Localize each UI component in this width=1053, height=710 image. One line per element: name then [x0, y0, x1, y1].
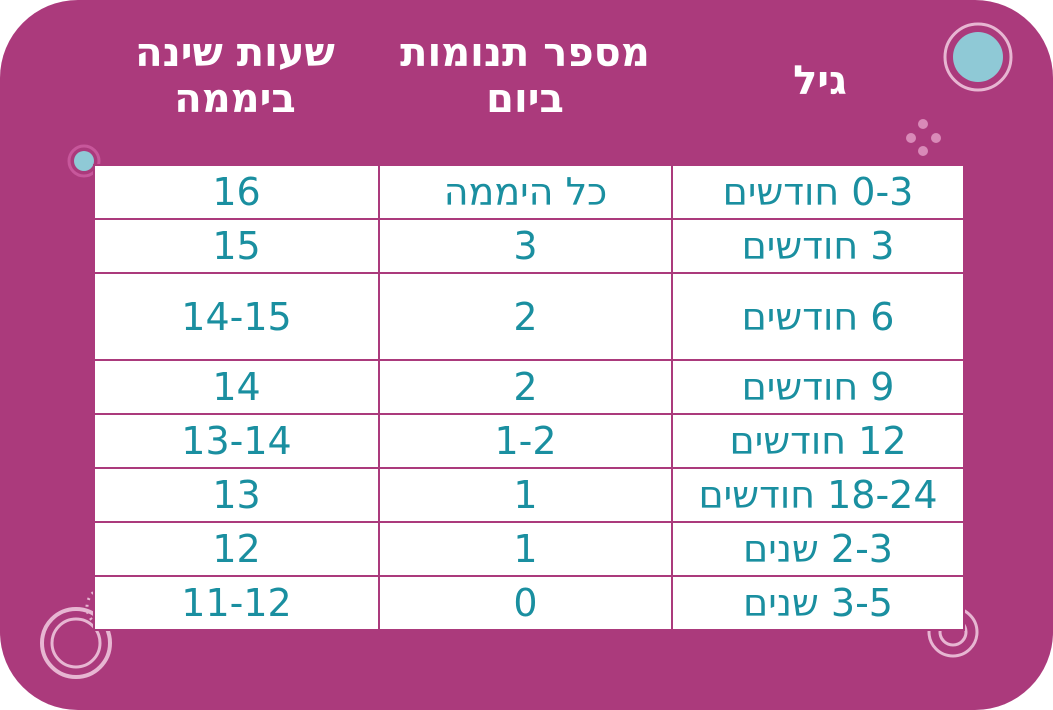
cell-hours: 13-14: [93, 413, 380, 469]
header-hours: שעות שינה ביממה: [135, 30, 335, 122]
cell-naps: 1: [378, 467, 673, 523]
cell-naps: 1: [378, 521, 673, 577]
cell-naps: 3: [378, 218, 673, 274]
cell-hours: 16: [93, 164, 380, 220]
cell-hours: 14: [93, 359, 380, 415]
cell-age: 0-3 חודשים: [671, 164, 965, 220]
cell-hours: 11-12: [93, 575, 380, 631]
cell-hours: 15: [93, 218, 380, 274]
table-row: 12 חודשים 1-2 13-14: [93, 413, 965, 469]
cell-age: 3-5 שנים: [671, 575, 965, 631]
header-naps: מספר תנומות ביום: [400, 30, 650, 122]
sleep-table: 0-3 חודשים כל היממה 16 3 חודשים 3 15 6 ח…: [93, 164, 965, 631]
dot-4: [918, 146, 928, 156]
ring-bottom-left-outer: [40, 607, 112, 679]
cell-age: 9 חודשים: [671, 359, 965, 415]
table-row: 18-24 חודשים 1 13: [93, 467, 965, 523]
cell-hours: 13: [93, 467, 380, 523]
cell-age: 6 חודשים: [671, 272, 965, 361]
cell-age: 12 חודשים: [671, 413, 965, 469]
cell-naps: 1-2: [378, 413, 673, 469]
cell-naps: 0: [378, 575, 673, 631]
dot-2: [906, 133, 916, 143]
table-row: 9 חודשים 2 14: [93, 359, 965, 415]
header-age: גיל: [793, 58, 847, 104]
ring-top-right-outer: [943, 22, 1013, 92]
cell-hours: 12: [93, 521, 380, 577]
cell-naps: 2: [378, 359, 673, 415]
ring-bottom-left-inner: [50, 617, 102, 669]
table-row: 0-3 חודשים כל היממה 16: [93, 164, 965, 220]
dot-1: [918, 119, 928, 129]
cell-age: 3 חודשים: [671, 218, 965, 274]
cell-age: 18-24 חודשים: [671, 467, 965, 523]
table-row: 2-3 שנים 1 12: [93, 521, 965, 577]
cell-age: 2-3 שנים: [671, 521, 965, 577]
table-row: 6 חודשים 2 14-15: [93, 272, 965, 361]
cell-naps: כל היממה: [378, 164, 673, 220]
cell-hours: 14-15: [93, 272, 380, 361]
circle-top-right: [953, 32, 1003, 82]
table-row: 3 חודשים 3 15: [93, 218, 965, 274]
cell-naps: 2: [378, 272, 673, 361]
dot-3: [931, 133, 941, 143]
ring-left: [67, 144, 101, 178]
dot-left-blue: [74, 151, 94, 171]
table-row: 3-5 שנים 0 11-12: [93, 575, 965, 631]
